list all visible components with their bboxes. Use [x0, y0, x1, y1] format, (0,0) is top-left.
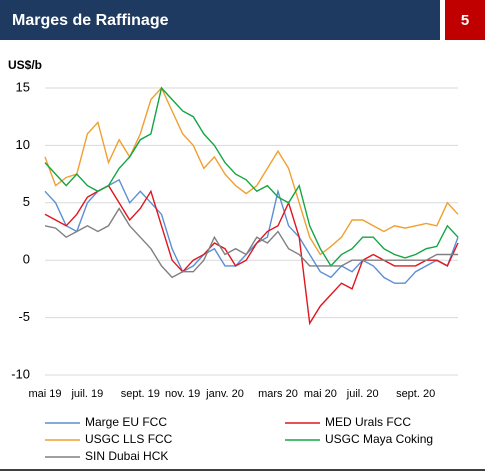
legend-label: USGC LLS FCC	[85, 432, 173, 446]
legend-label: SIN Dubai HCK	[85, 449, 168, 463]
header-bar	[0, 0, 440, 40]
y-tick-label: 15	[16, 79, 30, 94]
x-tick-label: janv. 20	[205, 388, 244, 400]
slide-title: Marges de Raffinage	[12, 12, 169, 29]
x-tick-label: mars 20	[258, 388, 298, 400]
legend-label: Marge EU FCC	[85, 415, 167, 429]
series-line	[44, 86, 459, 256]
y-tick-label: 5	[23, 194, 30, 209]
x-tick-label: juil. 19	[70, 388, 103, 400]
y-axis-label: US$/b	[8, 58, 42, 72]
y-tick-label: 10	[16, 137, 30, 152]
legend-label: USGC Maya Coking	[325, 432, 433, 446]
page-number: 5	[461, 12, 469, 29]
x-tick-label: mai 19	[28, 388, 61, 400]
series-line	[44, 207, 458, 279]
series-line	[44, 184, 459, 326]
x-tick-label: juil. 20	[346, 388, 379, 400]
y-tick-label: -5	[18, 309, 30, 324]
page-box	[445, 0, 485, 40]
y-tick-label: 0	[23, 252, 30, 267]
x-tick-label: sept. 20	[396, 388, 435, 400]
y-tick-label: -10	[11, 366, 30, 381]
series-line	[44, 86, 459, 268]
legend-label: MED Urals FCC	[325, 415, 411, 429]
series-line	[44, 178, 459, 284]
x-tick-label: nov. 19	[165, 388, 200, 400]
x-tick-label: sept. 19	[121, 388, 160, 400]
x-tick-label: mai 20	[304, 388, 337, 400]
